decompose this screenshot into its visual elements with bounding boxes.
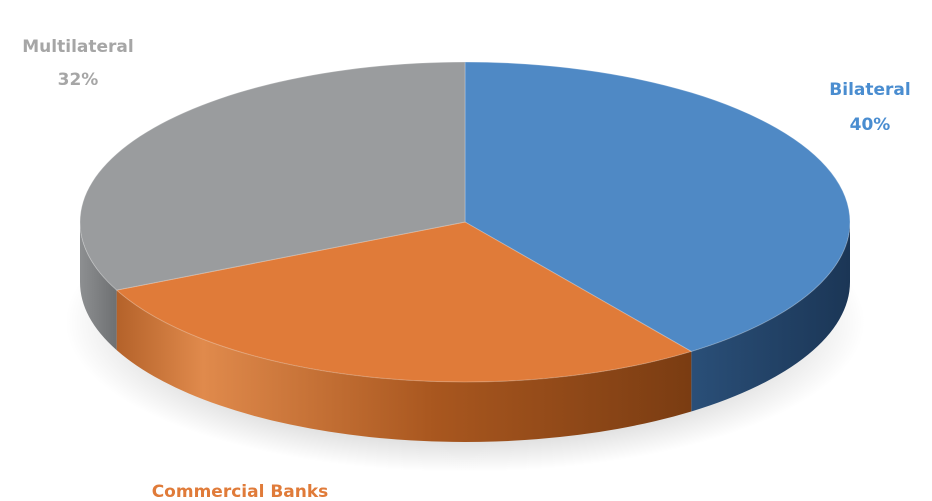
slice-label-name-bilateral: Bilateral	[829, 80, 910, 100]
pie-side-commercial-banks	[116, 290, 692, 442]
pie-tops	[79, 61, 851, 383]
slice-label-name-multilateral: Multilateral	[22, 37, 133, 57]
slice-label-name-commercial-banks: Commercial Banks	[152, 482, 329, 501]
pie-slice-commercial-banks	[115, 221, 693, 383]
pie-side-bilateral	[691, 222, 850, 412]
pie-slice-bilateral	[464, 61, 851, 352]
slice-label-value-bilateral: 40%	[850, 115, 891, 135]
pie-sides	[80, 222, 850, 442]
pie-side-multilateral	[80, 222, 117, 351]
pie-slice-multilateral	[79, 61, 466, 291]
slice-label-value-multilateral: 32%	[58, 70, 99, 90]
